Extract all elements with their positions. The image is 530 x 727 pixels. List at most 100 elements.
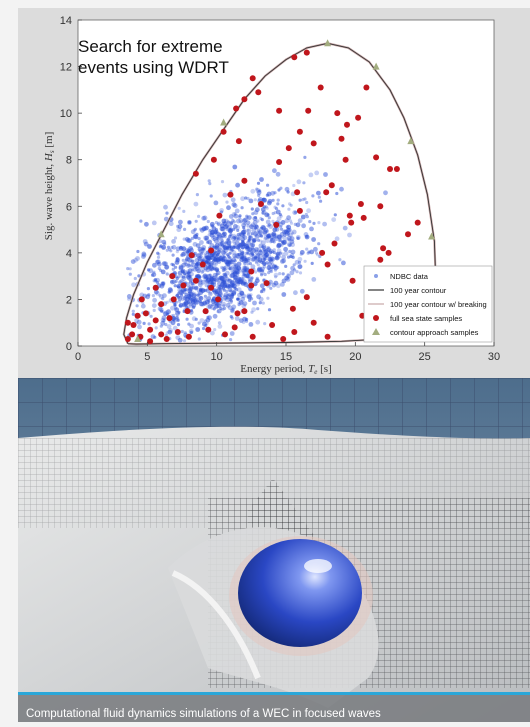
ndbc-point bbox=[224, 241, 228, 245]
ndbc-point bbox=[256, 267, 262, 273]
full-sea-state-sample bbox=[216, 212, 223, 219]
ndbc-point bbox=[214, 233, 219, 239]
ndbc-point bbox=[256, 263, 260, 267]
ndbc-point bbox=[173, 236, 178, 240]
ndbc-point bbox=[247, 256, 251, 260]
ndbc-point bbox=[214, 220, 218, 225]
ndbc-point bbox=[303, 232, 309, 237]
ndbc-point bbox=[269, 269, 273, 274]
ndbc-point bbox=[262, 230, 268, 236]
ndbc-point bbox=[159, 324, 163, 328]
ndbc-point bbox=[191, 293, 197, 299]
ndbc-point bbox=[209, 221, 215, 227]
ndbc-point bbox=[247, 277, 251, 281]
ndbc-point bbox=[283, 233, 287, 237]
ndbc-point bbox=[289, 255, 293, 259]
ndbc-point bbox=[199, 255, 203, 259]
ndbc-point bbox=[187, 257, 192, 263]
ndbc-point bbox=[261, 240, 266, 246]
ndbc-point bbox=[254, 224, 258, 228]
ndbc-point bbox=[288, 232, 293, 238]
ndbc-point bbox=[226, 253, 230, 257]
ndbc-point bbox=[271, 198, 275, 202]
ndbc-point bbox=[241, 271, 245, 275]
ndbc-point bbox=[301, 223, 306, 229]
ndbc-point bbox=[202, 248, 206, 252]
ndbc-point bbox=[136, 319, 142, 325]
ndbc-point bbox=[242, 301, 248, 306]
ndbc-point bbox=[259, 216, 263, 221]
ndbc-point bbox=[152, 308, 156, 312]
ndbc-point bbox=[183, 272, 187, 276]
ndbc-point bbox=[188, 280, 193, 284]
ndbc-point bbox=[246, 215, 252, 221]
ndbc-point bbox=[297, 264, 303, 269]
ndbc-point bbox=[194, 286, 199, 290]
ndbc-point bbox=[312, 221, 316, 225]
ndbc-point bbox=[134, 318, 139, 323]
ndbc-point bbox=[240, 296, 246, 302]
ndbc-point bbox=[276, 243, 281, 249]
ndbc-point bbox=[267, 271, 271, 275]
ndbc-point bbox=[232, 203, 238, 209]
ndbc-point bbox=[280, 259, 285, 264]
ndbc-point bbox=[215, 272, 219, 276]
ndbc-point bbox=[221, 250, 226, 256]
ndbc-point bbox=[203, 294, 207, 298]
ndbc-point bbox=[211, 253, 215, 257]
full-sea-state-sample bbox=[303, 294, 310, 301]
full-sea-state-sample bbox=[174, 329, 181, 335]
full-sea-state-sample bbox=[385, 249, 392, 256]
full-sea-state-sample bbox=[163, 336, 170, 342]
ndbc-point bbox=[302, 181, 306, 185]
ndbc-point bbox=[152, 262, 157, 268]
ndbc-point bbox=[214, 291, 220, 297]
ndbc-point bbox=[228, 234, 232, 238]
ndbc-point bbox=[156, 261, 162, 267]
ndbc-point bbox=[203, 319, 208, 323]
ndbc-point bbox=[195, 243, 201, 249]
ndbc-point bbox=[241, 229, 247, 235]
ndbc-point bbox=[278, 251, 282, 255]
ndbc-point bbox=[304, 234, 310, 240]
ndbc-point bbox=[180, 329, 184, 334]
ndbc-point bbox=[161, 297, 165, 301]
ndbc-point bbox=[218, 255, 224, 261]
ndbc-point bbox=[242, 279, 247, 285]
ndbc-point bbox=[151, 294, 155, 298]
ndbc-point bbox=[209, 230, 215, 236]
ndbc-point bbox=[277, 242, 282, 248]
full-sea-state-sample bbox=[328, 182, 335, 189]
ndbc-point bbox=[283, 251, 289, 256]
full-sea-state-sample bbox=[373, 154, 380, 161]
ndbc-point bbox=[276, 265, 280, 270]
full-sea-state-sample bbox=[248, 268, 255, 275]
ndbc-point bbox=[205, 276, 209, 280]
ndbc-point bbox=[231, 304, 237, 310]
ndbc-point bbox=[212, 245, 217, 249]
ndbc-point bbox=[193, 227, 197, 231]
ndbc-point bbox=[272, 168, 277, 174]
ndbc-point bbox=[323, 172, 328, 177]
ndbc-point bbox=[227, 305, 233, 311]
ndbc-point bbox=[272, 248, 276, 252]
ndbc-point bbox=[247, 239, 251, 243]
ndbc-point bbox=[194, 286, 198, 290]
ndbc-point bbox=[223, 247, 228, 251]
ndbc-point bbox=[197, 282, 203, 288]
ndbc-point bbox=[266, 245, 270, 250]
ndbc-point bbox=[265, 229, 269, 233]
ndbc-point bbox=[193, 285, 199, 291]
ndbc-point bbox=[169, 320, 173, 324]
ndbc-point bbox=[232, 235, 236, 239]
ndbc-point bbox=[205, 288, 210, 292]
ndbc-point bbox=[227, 224, 232, 230]
caption-bar bbox=[18, 694, 530, 722]
full-sea-state-sample bbox=[248, 282, 255, 289]
ndbc-point bbox=[276, 242, 282, 248]
full-sea-state-sample bbox=[310, 140, 317, 147]
ndbc-point bbox=[212, 262, 216, 266]
ndbc-point bbox=[154, 259, 160, 265]
ndbc-point bbox=[214, 288, 218, 292]
ndbc-point bbox=[175, 311, 180, 316]
